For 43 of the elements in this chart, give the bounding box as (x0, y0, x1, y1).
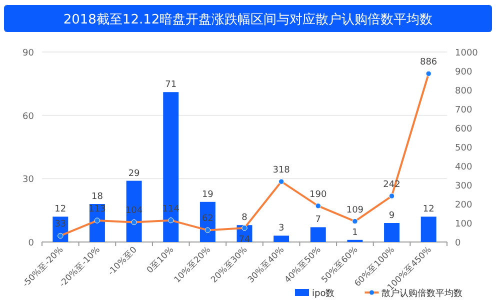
bar (274, 236, 290, 242)
y-tick-label: 90 (22, 48, 34, 58)
data-label: 8 (242, 213, 248, 224)
data-label: 74 (238, 234, 250, 245)
y-tick-label: 30 (22, 175, 34, 186)
data-label: 62 (202, 214, 214, 224)
bar (163, 92, 179, 242)
legend-label: ipo数 (312, 288, 335, 299)
data-label: 1 (352, 228, 358, 238)
y-tick-label: 0 (28, 238, 34, 248)
data-label: 109 (346, 205, 364, 216)
legend-label: 散户认购倍数平均数 (382, 288, 463, 299)
data-label: 12 (54, 204, 66, 215)
y2-tick-label: 300 (455, 182, 472, 192)
data-label: 318 (272, 166, 290, 176)
data-label: 7 (315, 215, 322, 226)
y2-tick-label: 0 (455, 238, 461, 248)
y2-tick-label: 600 (455, 124, 472, 134)
data-label: 9 (388, 211, 395, 221)
y2-tick-label: 500 (455, 144, 472, 154)
data-label: 29 (128, 168, 140, 179)
y2-tick-label: 700 (455, 106, 472, 116)
data-label: 3 (278, 224, 284, 234)
data-label: 33 (54, 220, 66, 230)
data-label: 190 (310, 190, 327, 200)
y2-tick-label: 1000 (455, 48, 478, 58)
y2-tick-label: 400 (455, 162, 472, 172)
y2-tick-label: 800 (455, 86, 472, 96)
y-tick-label: 60 (22, 112, 34, 122)
bar (200, 202, 216, 242)
y2-tick-label: 100 (455, 220, 472, 230)
bar (310, 227, 326, 242)
data-label: 18 (92, 192, 104, 202)
y2-tick-label: 900 (455, 68, 472, 78)
bar (384, 223, 400, 242)
data-label: 19 (202, 190, 214, 200)
data-label: 71 (165, 80, 177, 90)
data-label: 886 (420, 58, 438, 68)
data-label: 12 (422, 204, 434, 215)
bar (420, 216, 436, 242)
chart-title: 2018截至12.12暗盘开盘涨跌幅区间与对应散户认购倍数平均数 (63, 12, 433, 28)
title: 2018截至12.12暗盘开盘涨跌幅区间与对应散户认购倍数平均数 (4, 5, 492, 32)
y2-tick-label: 200 (455, 200, 472, 210)
